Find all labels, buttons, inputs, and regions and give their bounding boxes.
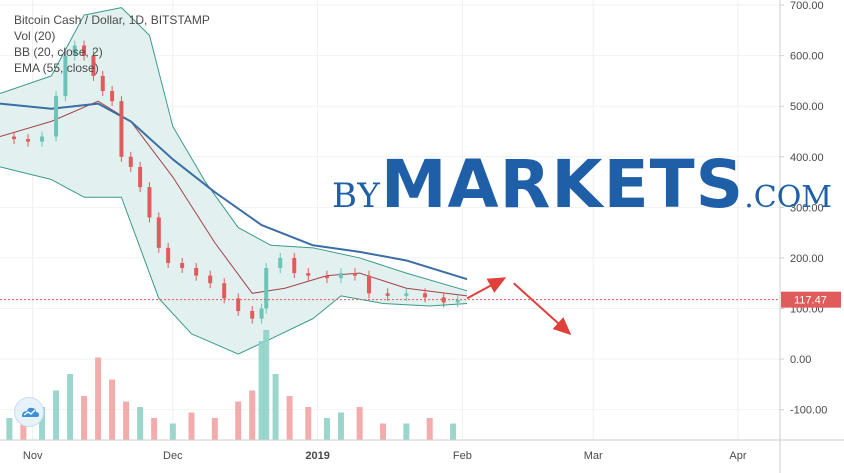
volume-bar — [263, 330, 270, 440]
candle-body — [119, 101, 124, 157]
volume-bar — [450, 423, 457, 440]
x-tick-label: Mar — [584, 450, 603, 462]
candle-body — [147, 187, 152, 218]
watermark-com: .COM — [744, 180, 833, 215]
legend-symbol: Bitcoin Cash / Dollar, 1D, BITSTAMP — [14, 13, 210, 27]
tradingview-logo-button[interactable] — [14, 397, 44, 427]
cloud-chart-icon — [22, 407, 39, 417]
candle-body — [455, 299, 460, 303]
volume-bar — [337, 412, 344, 440]
y-tick-label: 700.00 — [790, 0, 824, 12]
watermark-markets: MARKETS — [380, 146, 745, 223]
ema-line — [0, 102, 468, 281]
y-tick-label: -100.00 — [790, 405, 827, 417]
bymarkets-watermark: BYMARKETS.COM — [332, 146, 832, 223]
candle-body — [54, 96, 59, 137]
volume-bar — [272, 374, 279, 440]
candle-body — [72, 45, 77, 56]
volume-bar — [67, 374, 74, 440]
candle-body — [110, 91, 115, 102]
candle-body — [441, 297, 446, 303]
candle-body — [259, 308, 264, 319]
candle-body — [306, 273, 311, 276]
volume-bar — [286, 396, 293, 440]
candle-body — [236, 298, 241, 312]
x-tick-label: Apr — [729, 450, 746, 462]
candle-body — [404, 293, 409, 296]
y-tick-label: 0.00 — [790, 354, 811, 366]
volume-bar — [39, 407, 46, 440]
y-tick-label: 600.00 — [790, 51, 824, 63]
candle-body — [250, 311, 255, 319]
y-tick-label: 500.00 — [790, 101, 824, 113]
candle-body — [180, 262, 185, 269]
candle-body — [208, 275, 213, 284]
candle-body — [166, 247, 171, 263]
chart-legend: Bitcoin Cash / Dollar, 1D, BITSTAMP Vol … — [14, 12, 210, 76]
volume-bar — [188, 412, 195, 440]
volume-bar — [403, 423, 410, 440]
legend-bollinger: BB (20, close, 2) — [14, 45, 103, 59]
volume-bar — [6, 418, 13, 440]
candle-body — [63, 55, 68, 97]
candle-body — [26, 139, 31, 142]
volume-bar — [323, 418, 330, 440]
volume-bar — [426, 418, 433, 440]
volume-bar — [53, 390, 60, 440]
volume-bar — [379, 423, 386, 440]
bollinger-upper-line — [0, 7, 468, 292]
candle-body — [82, 45, 87, 56]
x-tick-label: 2019 — [305, 450, 329, 462]
x-tick-label: Feb — [453, 450, 472, 462]
candle-body — [100, 75, 105, 92]
volume-bar — [81, 396, 88, 440]
candle-body — [12, 136, 17, 140]
volume-bar — [258, 341, 265, 440]
last-price-label: 117.47 — [794, 295, 827, 307]
legend-ema: EMA (55, close) — [14, 61, 99, 75]
legend-volume: Vol (20) — [14, 29, 56, 43]
candle-body — [366, 275, 371, 294]
last-price-label-bg — [781, 291, 841, 308]
candle-body — [40, 136, 45, 142]
volume-bar — [137, 407, 144, 440]
annotation-arrow — [513, 282, 572, 336]
x-tick-label: Dec — [163, 450, 183, 462]
y-tick-label: 200.00 — [790, 253, 824, 265]
candle-body — [324, 275, 329, 279]
candle-body — [338, 273, 343, 279]
volume-bar — [356, 407, 363, 440]
volume-bar — [305, 407, 312, 440]
candle-body — [292, 257, 297, 274]
candle-body — [194, 268, 199, 276]
x-tick-label: Nov — [23, 450, 43, 462]
volume-bar — [211, 418, 218, 440]
volume-bar — [95, 357, 102, 440]
annotation-arrow — [466, 277, 507, 300]
bollinger-lower-line — [0, 166, 468, 355]
candle-body — [423, 293, 428, 298]
y-tick-label: 400.00 — [790, 152, 824, 164]
candle-body — [264, 268, 269, 309]
bollinger-fill — [0, 7, 468, 355]
volume-bar — [249, 390, 256, 440]
candle-body — [278, 257, 283, 269]
volume-bar — [109, 379, 116, 440]
candle-body — [352, 273, 357, 276]
volume-bar — [151, 418, 158, 440]
volume-bar — [235, 401, 242, 440]
candle-body — [91, 55, 96, 76]
volume-bar — [169, 423, 176, 440]
candle-body — [222, 283, 227, 299]
candle-body — [385, 293, 390, 296]
candle-body — [138, 166, 143, 188]
y-tick-label: 300.00 — [790, 202, 824, 214]
candle-body — [128, 156, 133, 167]
watermark-by: BY — [332, 176, 381, 216]
volume-bar — [123, 401, 130, 440]
candle-body — [156, 217, 161, 248]
